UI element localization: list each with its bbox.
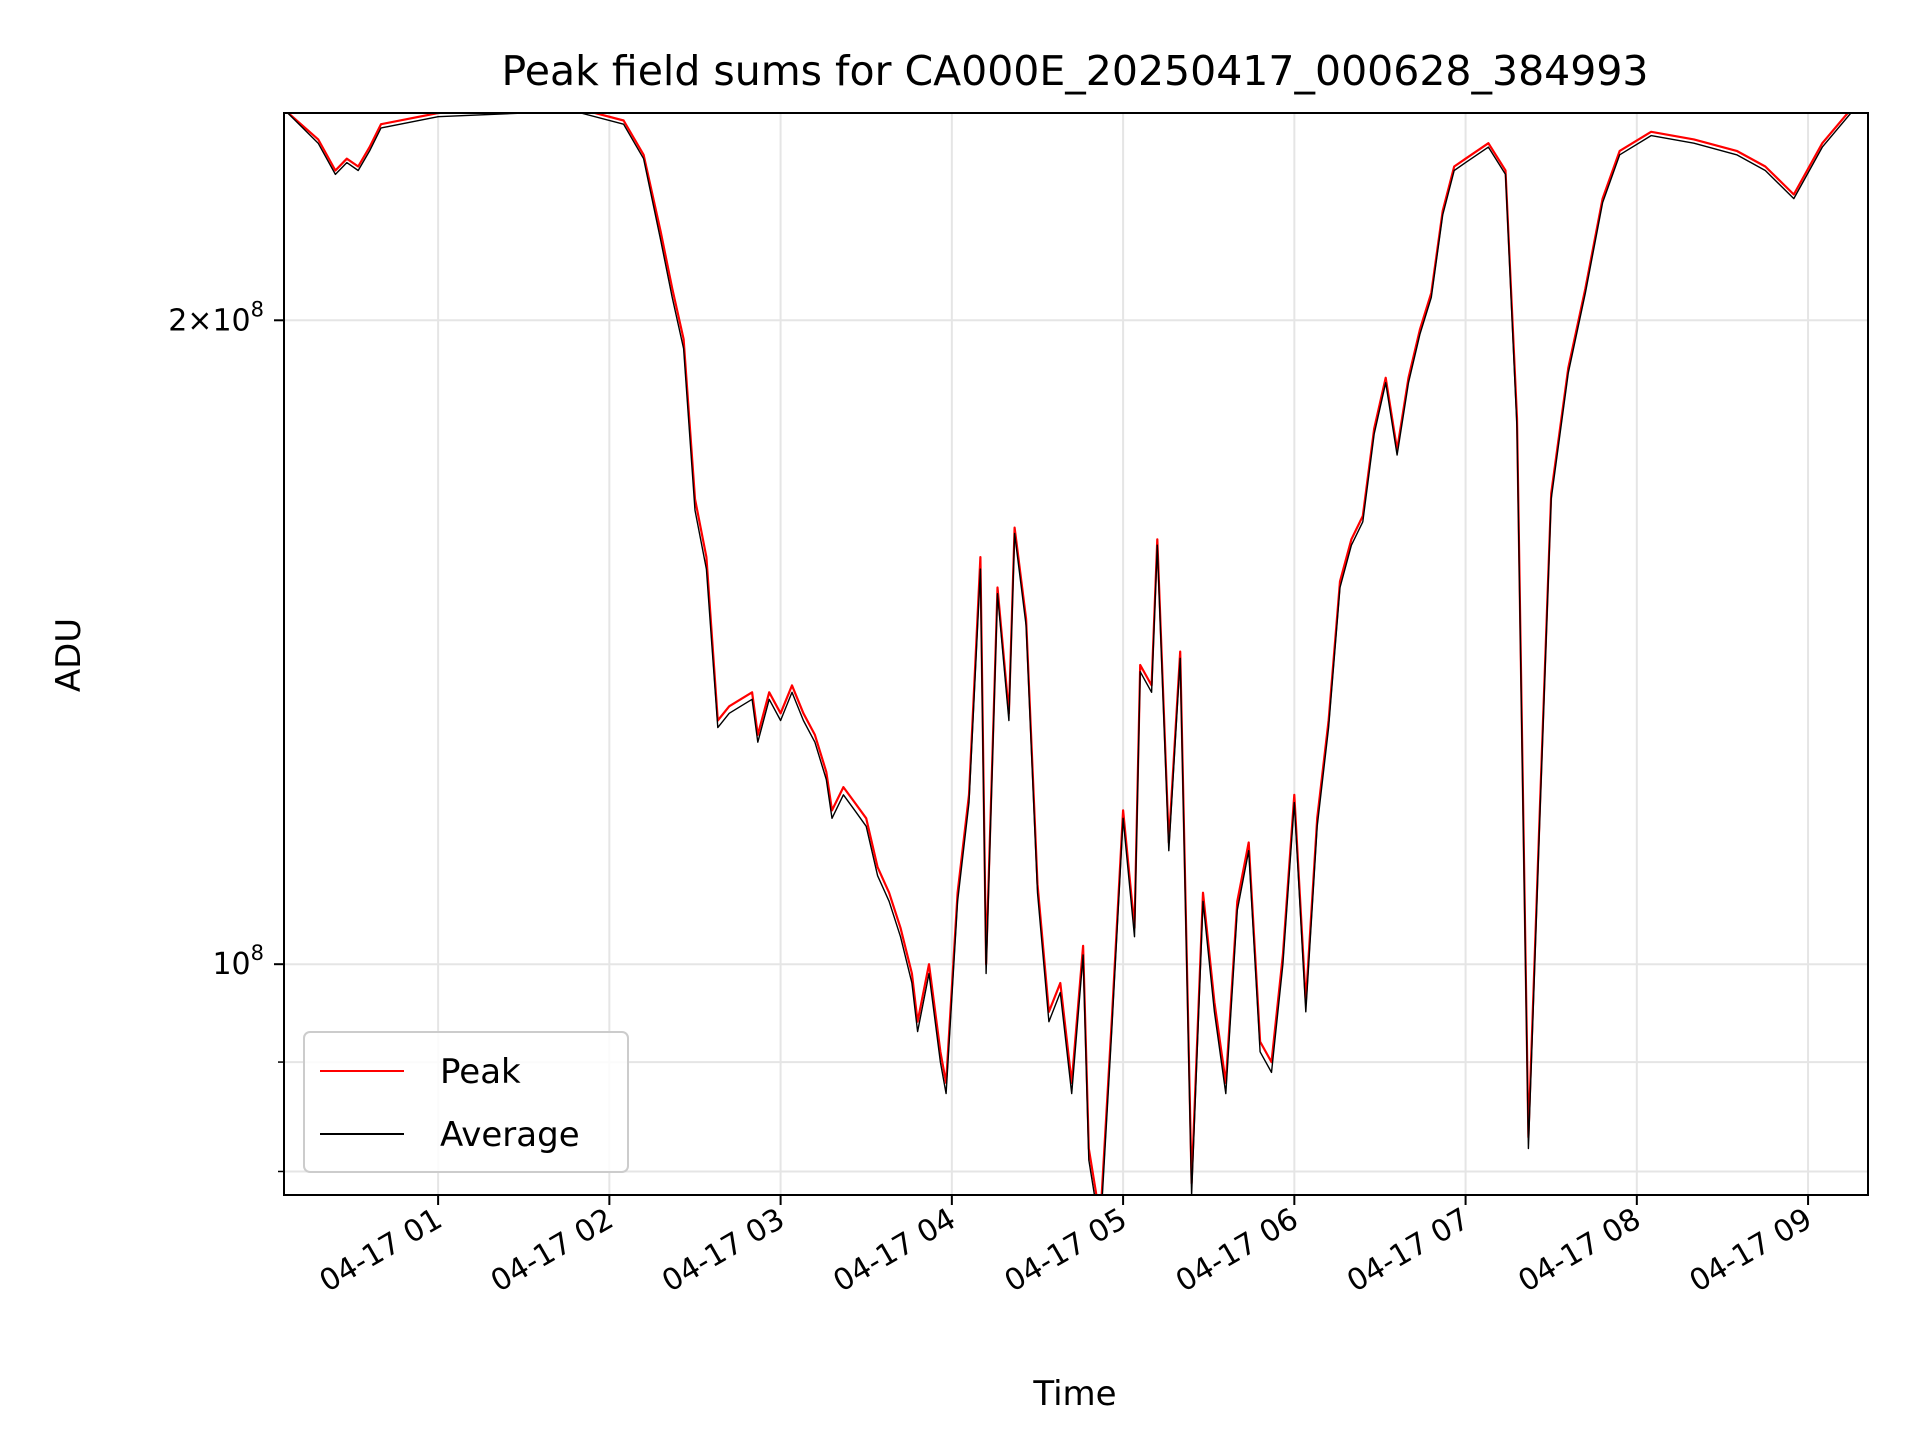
grid — [284, 113, 1868, 1195]
chart-title: Peak field sums for CA000E_20250417_0006… — [501, 47, 1648, 95]
x-axis-label: Time — [1032, 1374, 1116, 1414]
y-axis-label: ADU — [49, 618, 89, 692]
series-layer — [286, 113, 1868, 1195]
y-tick-exponent: 8 — [251, 941, 264, 965]
plot-frame — [283, 112, 1869, 1196]
legend-label-average: Average — [440, 1115, 580, 1155]
legend-box — [303, 1031, 629, 1173]
y-tick-exponent: 8 — [251, 297, 264, 321]
y-tick-mantissa: 2× — [168, 303, 212, 338]
series-line-average — [286, 113, 1868, 1195]
y-tick-label: 108 — [212, 941, 264, 982]
y-tick-base: 10 — [212, 303, 250, 338]
legend: Peak Average — [303, 1031, 629, 1173]
y-tick-label: 2×108 — [168, 297, 264, 338]
y-tick-base: 10 — [212, 947, 250, 982]
legend-label-peak: Peak — [440, 1052, 521, 1092]
